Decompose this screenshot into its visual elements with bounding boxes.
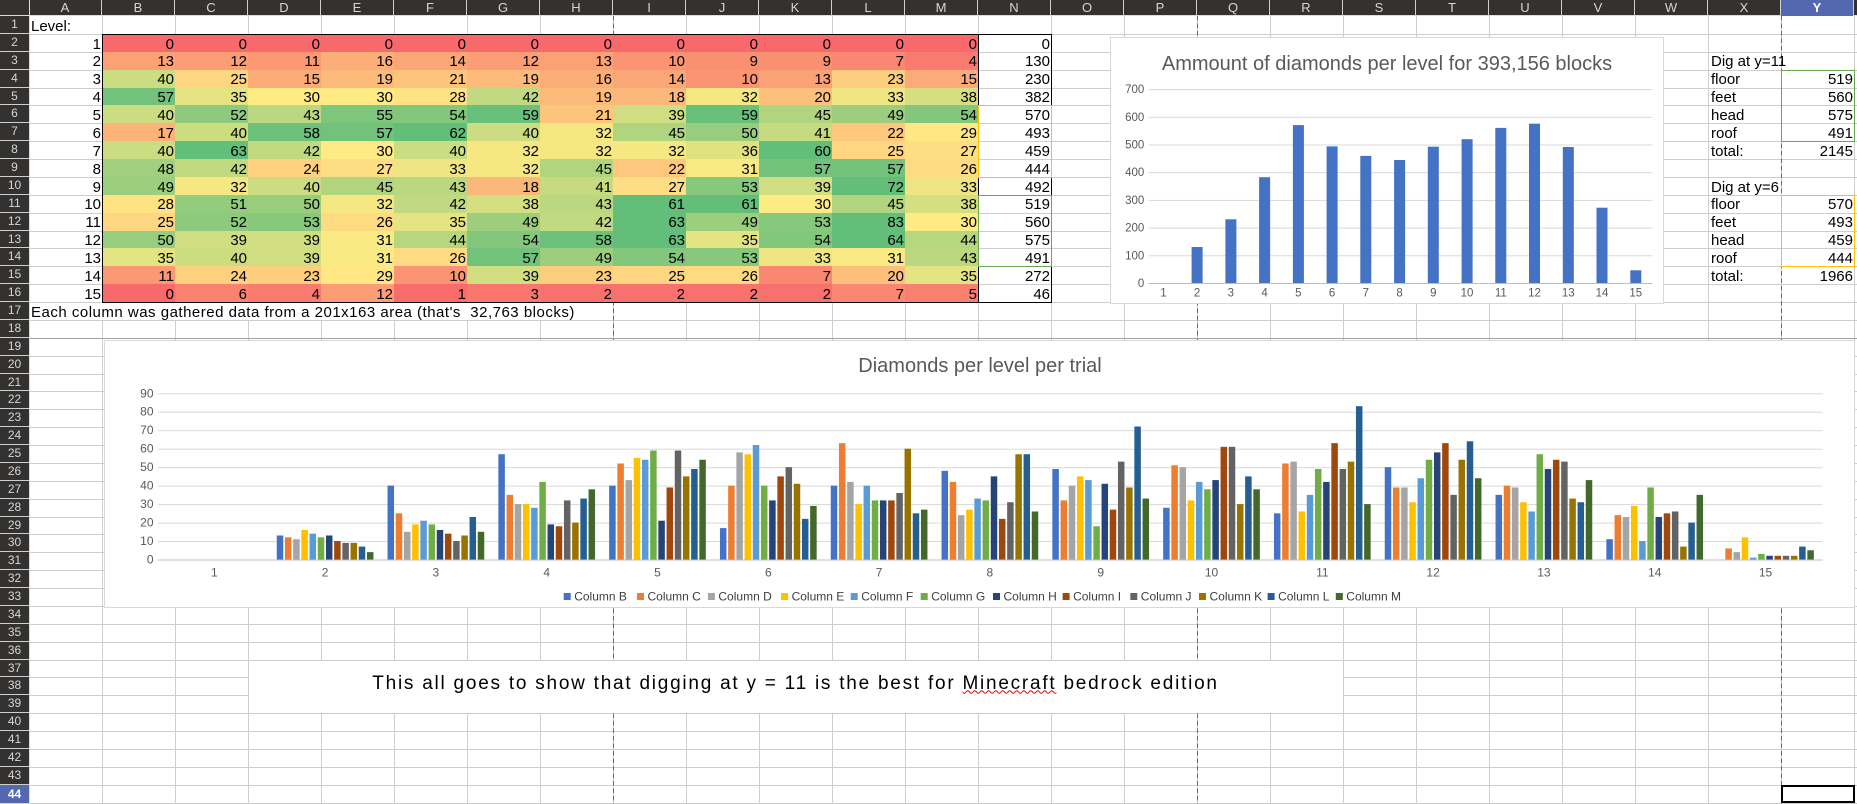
svg-text:400: 400 bbox=[1125, 167, 1144, 179]
svg-text:60: 60 bbox=[140, 442, 154, 456]
svg-text:2: 2 bbox=[322, 566, 329, 580]
svg-text:3: 3 bbox=[433, 566, 440, 580]
svg-text:10: 10 bbox=[1205, 566, 1219, 580]
svg-text:5: 5 bbox=[654, 566, 661, 580]
svg-text:70: 70 bbox=[140, 423, 154, 437]
svg-text:8: 8 bbox=[1396, 288, 1402, 300]
svg-text:20: 20 bbox=[140, 516, 154, 530]
svg-text:0: 0 bbox=[1138, 278, 1144, 290]
svg-text:80: 80 bbox=[140, 405, 154, 419]
svg-text:13: 13 bbox=[1562, 288, 1575, 300]
svg-text:200: 200 bbox=[1125, 223, 1144, 235]
svg-text:12: 12 bbox=[1528, 288, 1541, 300]
svg-text:100: 100 bbox=[1125, 250, 1144, 262]
svg-text:50: 50 bbox=[140, 460, 154, 474]
svg-text:11: 11 bbox=[1495, 288, 1507, 300]
svg-text:15: 15 bbox=[1759, 566, 1773, 580]
svg-text:4: 4 bbox=[543, 566, 550, 580]
svg-text:8: 8 bbox=[987, 566, 994, 580]
svg-text:Column G: Column G bbox=[931, 590, 985, 604]
svg-text:14: 14 bbox=[1648, 566, 1662, 580]
svg-text:Column E: Column E bbox=[792, 590, 845, 604]
svg-text:Column B: Column B bbox=[574, 590, 627, 604]
svg-text:14: 14 bbox=[1596, 288, 1609, 300]
svg-text:700: 700 bbox=[1125, 84, 1144, 96]
svg-text:500: 500 bbox=[1125, 140, 1144, 152]
svg-text:Column H: Column H bbox=[1004, 590, 1057, 604]
svg-text:5: 5 bbox=[1295, 288, 1301, 300]
svg-text:Ammount of diamonds per level: Ammount of diamonds per level for 393,15… bbox=[1162, 53, 1612, 75]
svg-text:15: 15 bbox=[1629, 288, 1642, 300]
svg-text:6: 6 bbox=[1329, 288, 1335, 300]
svg-text:Column J: Column J bbox=[1141, 590, 1192, 604]
svg-text:10: 10 bbox=[140, 534, 154, 548]
svg-text:0: 0 bbox=[147, 553, 154, 567]
svg-text:1: 1 bbox=[211, 566, 218, 580]
svg-text:13: 13 bbox=[1537, 566, 1551, 580]
svg-text:7: 7 bbox=[1363, 288, 1369, 300]
svg-text:12: 12 bbox=[1426, 566, 1440, 580]
svg-text:1: 1 bbox=[1160, 288, 1166, 300]
svg-text:9: 9 bbox=[1097, 566, 1104, 580]
svg-text:11: 11 bbox=[1316, 566, 1329, 580]
svg-text:90: 90 bbox=[140, 386, 154, 400]
svg-text:2: 2 bbox=[1194, 288, 1200, 300]
svg-text:Column D: Column D bbox=[718, 590, 772, 604]
svg-text:40: 40 bbox=[140, 479, 154, 493]
svg-text:Column F: Column F bbox=[861, 590, 913, 604]
svg-text:Column M: Column M bbox=[1346, 590, 1401, 604]
svg-text:Column K: Column K bbox=[1210, 590, 1263, 604]
svg-text:6: 6 bbox=[765, 566, 772, 580]
svg-text:Column I: Column I bbox=[1073, 590, 1121, 604]
svg-text:300: 300 bbox=[1125, 195, 1144, 207]
svg-text:7: 7 bbox=[876, 566, 883, 580]
svg-text:Diamonds per level per trial: Diamonds per level per trial bbox=[858, 355, 1101, 377]
svg-text:30: 30 bbox=[140, 497, 154, 511]
svg-text:Column L: Column L bbox=[1278, 590, 1330, 604]
svg-text:9: 9 bbox=[1430, 288, 1436, 300]
svg-text:Column C: Column C bbox=[648, 590, 702, 604]
svg-text:4: 4 bbox=[1261, 288, 1268, 300]
svg-text:10: 10 bbox=[1461, 288, 1474, 300]
svg-text:3: 3 bbox=[1228, 288, 1234, 300]
svg-text:600: 600 bbox=[1125, 112, 1144, 124]
